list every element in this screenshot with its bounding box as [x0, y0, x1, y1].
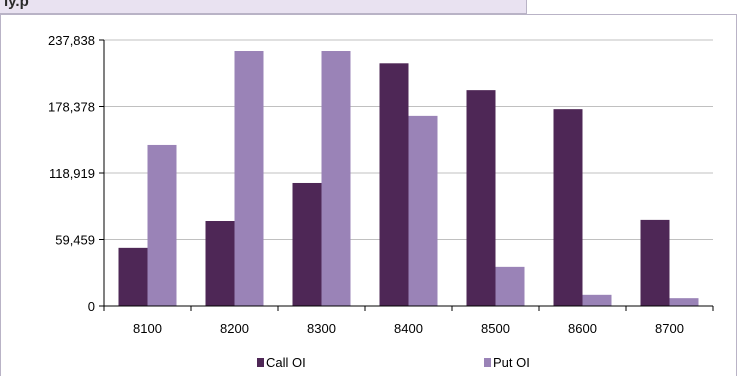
bar-put [408, 115, 438, 307]
x-tick-label: 8500 [481, 321, 510, 336]
header-title: ly.p [4, 0, 29, 10]
bars [118, 51, 699, 307]
y-tick-label: 118,919 [49, 166, 95, 181]
bar-call [379, 63, 409, 307]
bar-call [292, 182, 322, 306]
bar-put [234, 51, 264, 307]
bar-call [640, 219, 670, 306]
x-tick-label: 8300 [307, 321, 336, 336]
bar-put [582, 294, 612, 306]
header-bar: ly.p [0, 0, 527, 14]
legend-label-call: Call OI [266, 355, 306, 370]
bar-put [669, 298, 699, 306]
y-tick-label: 237,838 [48, 33, 95, 48]
tick-labels: 0 59,459 118,919 178,378 237,838 8100 8200 8300… [48, 33, 684, 336]
chart-frame [0, 14, 737, 376]
x-tick-label: 8600 [568, 321, 597, 336]
x-tick-label: 8200 [220, 321, 249, 336]
y-tick-label: 59,459 [55, 233, 95, 248]
x-tick-label: 8100 [133, 321, 162, 336]
bar-put [495, 266, 525, 306]
x-tick-label: 8400 [394, 321, 423, 336]
bar-call [466, 90, 496, 307]
bar-call [205, 221, 235, 306]
legend-swatch-put [484, 358, 491, 367]
bar-put [321, 51, 351, 307]
legend-label-put: Put OI [493, 355, 530, 370]
y-tick-label: 0 [88, 299, 95, 314]
x-tick-label: 8700 [655, 321, 684, 336]
axes [99, 39, 714, 311]
bar-put [147, 144, 177, 306]
legend: Call OI Put OI [257, 355, 530, 370]
legend-swatch-call [257, 358, 264, 367]
y-tick-label: 178,378 [48, 100, 95, 115]
bar-call [118, 247, 148, 306]
bar-call [553, 109, 583, 307]
